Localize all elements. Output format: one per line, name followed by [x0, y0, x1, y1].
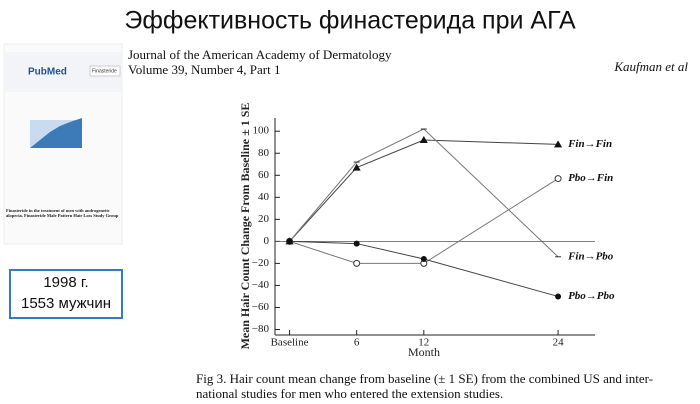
series-line	[289, 240, 559, 297]
marker	[554, 175, 562, 183]
pubmed-thumbnail: PubMed Finasteride Finasteride in the tr…	[3, 43, 123, 245]
marker	[555, 293, 562, 300]
marker	[353, 240, 360, 247]
thumbnail-logo: PubMed	[28, 67, 67, 78]
marker	[286, 238, 293, 245]
marker	[420, 255, 427, 262]
box-line: 1998 г.	[43, 274, 88, 291]
series-line	[289, 128, 559, 258]
y-tick-label: −60	[252, 301, 270, 313]
y-tick-label: −20	[252, 257, 270, 269]
box-line: 1553 мужчин	[21, 295, 111, 312]
x-tick-label: 6	[354, 337, 360, 349]
slide-title: Эффективность финастерида при АГА	[124, 7, 576, 35]
series-label: Fin→Fin	[567, 138, 612, 150]
authors: Kaufman et al	[613, 59, 688, 74]
y-tick-label: 0	[264, 235, 270, 247]
thumbnail-search-text: Finasteride	[92, 68, 117, 74]
series-line	[289, 178, 559, 264]
thumbnail-search	[89, 65, 121, 77]
thumbnail-article: Finasteride in the treatment of men with…	[6, 208, 119, 218]
y-tick-label: 20	[258, 213, 270, 225]
info-box	[9, 269, 123, 319]
marker	[352, 163, 361, 171]
series-label: Fin→Pbo	[567, 250, 614, 262]
y-axis-label: Mean Hair Count Change From Baseline ± 1…	[238, 103, 252, 350]
thumbnail-histogram-fill	[30, 118, 82, 148]
caption: Fig 3. Hair count mean change from basel…	[196, 371, 653, 386]
x-tick-label: Baseline	[271, 337, 309, 349]
marker	[353, 259, 361, 267]
marker	[419, 136, 428, 144]
x-axis-label: Month	[408, 345, 440, 359]
caption: national studies for men who entered the…	[196, 386, 503, 401]
y-tick-label: 100	[253, 125, 270, 137]
thumbnail-article-text: Finasteride in the treatment of men with…	[6, 208, 119, 218]
y-tick-label: 60	[258, 169, 270, 181]
series-line	[289, 139, 559, 242]
series-label: Pbo→Fin	[568, 172, 613, 184]
x-tick-label: 24	[553, 337, 565, 349]
volume: Volume 39, Number 4, Part 1	[128, 62, 281, 77]
y-tick-label: −40	[252, 279, 270, 291]
y-tick-label: −80	[252, 323, 270, 335]
y-tick-label: 80	[258, 147, 270, 159]
journal: Journal of the American Academy of Derma…	[128, 47, 392, 62]
y-tick-label: 40	[258, 191, 270, 203]
x-tick-label: 12	[418, 337, 429, 349]
series-label: Pbo→Pbo	[568, 290, 615, 302]
marker	[554, 140, 563, 148]
